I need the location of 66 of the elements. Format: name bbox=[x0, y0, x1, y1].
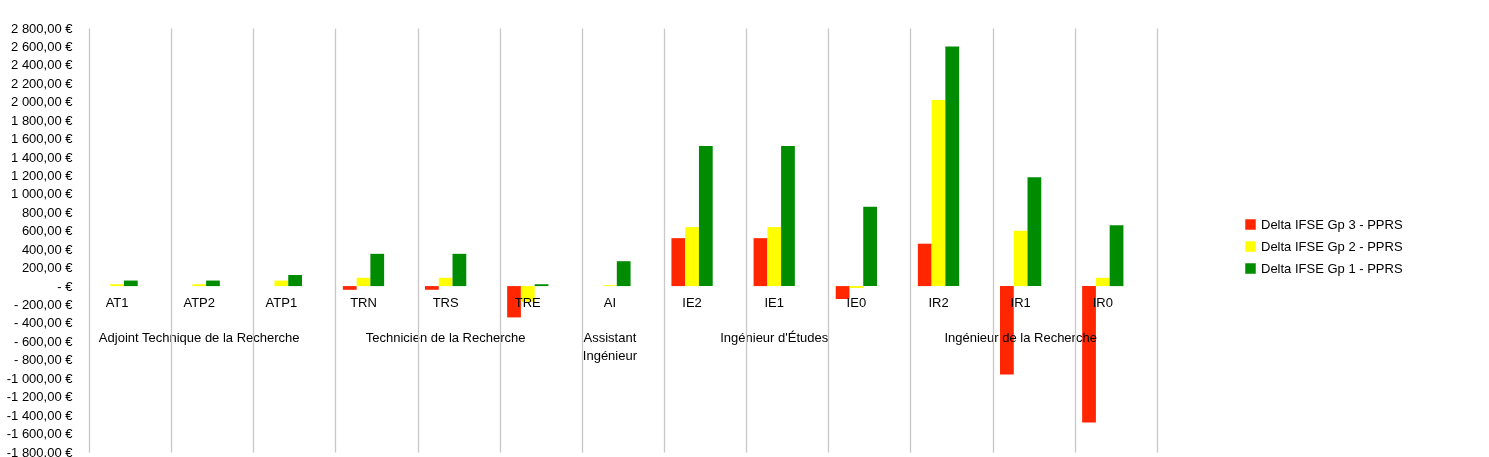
bar bbox=[438, 277, 453, 287]
y-tick-label: 1 200,00 € bbox=[11, 167, 74, 183]
legend-label: Delta IFSE Gp 3 - PPRS bbox=[1261, 216, 1403, 232]
x-tick-label: ATP2 bbox=[183, 294, 215, 310]
y-tick-label: 1 400,00 € bbox=[11, 149, 74, 165]
y-tick-label: 2 200,00 € bbox=[11, 75, 74, 91]
y-tick-label: 2 400,00 € bbox=[11, 57, 74, 73]
bar bbox=[274, 280, 289, 287]
bar bbox=[685, 227, 699, 287]
bar bbox=[1013, 230, 1028, 287]
bar bbox=[1095, 277, 1110, 287]
bar bbox=[671, 238, 686, 287]
y-tick-label: - 800,00 € bbox=[13, 352, 74, 368]
y-tick-label: - 600,00 € bbox=[13, 333, 74, 349]
bar bbox=[1027, 177, 1042, 287]
y-tick-label: 1 800,00 € bbox=[11, 112, 74, 128]
annotation: Adjoint Technique de la Recherche bbox=[98, 330, 300, 346]
x-tick-label: IE0 bbox=[846, 294, 867, 310]
y-tick-label: 800,00 € bbox=[21, 204, 74, 220]
y-tick-label: -1 200,00 € bbox=[6, 389, 74, 405]
annotation: Ingénieur d'Études bbox=[720, 330, 829, 346]
bar bbox=[452, 253, 467, 287]
bar bbox=[835, 286, 850, 299]
bar bbox=[342, 286, 357, 290]
x-tick-label: ATP1 bbox=[265, 294, 298, 310]
bar bbox=[356, 277, 371, 287]
y-tick-label: 1 600,00 € bbox=[11, 131, 74, 147]
y-tick-label: 400,00 € bbox=[21, 241, 74, 257]
x-tick-label: TRS bbox=[432, 294, 459, 310]
bar bbox=[123, 280, 138, 287]
x-tick-label: AT1 bbox=[105, 294, 129, 310]
y-tick-label: -1 400,00 € bbox=[6, 407, 74, 423]
bar bbox=[616, 261, 631, 287]
bar bbox=[781, 145, 795, 287]
y-tick-label: 1 000,00 € bbox=[11, 186, 74, 202]
bar bbox=[917, 243, 932, 287]
bar bbox=[767, 227, 782, 287]
bar bbox=[863, 206, 877, 287]
y-tick-label: - 400,00 € bbox=[13, 315, 74, 331]
x-tick-label: IR2 bbox=[928, 294, 949, 310]
y-tick-label: 2 000,00 € bbox=[11, 94, 74, 110]
bar bbox=[931, 99, 946, 287]
y-tick-label: - 200,00 € bbox=[13, 297, 74, 313]
bar bbox=[206, 280, 220, 287]
x-tick-label: IE2 bbox=[682, 294, 702, 310]
bar bbox=[1109, 225, 1124, 287]
annotation: Assistant Ingénieur bbox=[582, 330, 638, 364]
x-tick-label: AI bbox=[603, 294, 617, 310]
y-tick-label: 2 600,00 € bbox=[11, 38, 74, 54]
y-tick-label: 2 800,00 € bbox=[11, 20, 74, 36]
y-tick-label: 200,00 € bbox=[21, 260, 74, 276]
x-tick-label: TRN bbox=[350, 294, 377, 310]
y-tick-label: -1 000,00 € bbox=[6, 370, 74, 386]
bar bbox=[370, 253, 385, 287]
annotation: Technicien de la Recherche bbox=[365, 330, 526, 346]
x-tick-label: IE1 bbox=[764, 294, 784, 310]
y-tick-label: 600,00 € bbox=[21, 223, 74, 239]
y-tick-label: - € bbox=[57, 278, 74, 294]
legend-label: Delta IFSE Gp 2 - PPRS bbox=[1261, 238, 1403, 254]
y-tick-label: -1 600,00 € bbox=[6, 426, 74, 442]
bar bbox=[425, 286, 439, 290]
bar bbox=[288, 275, 302, 287]
legend-label: Delta IFSE Gp 1 - PPRS bbox=[1261, 260, 1403, 276]
bar bbox=[753, 238, 768, 287]
bar bbox=[945, 46, 960, 287]
bar bbox=[698, 145, 713, 287]
